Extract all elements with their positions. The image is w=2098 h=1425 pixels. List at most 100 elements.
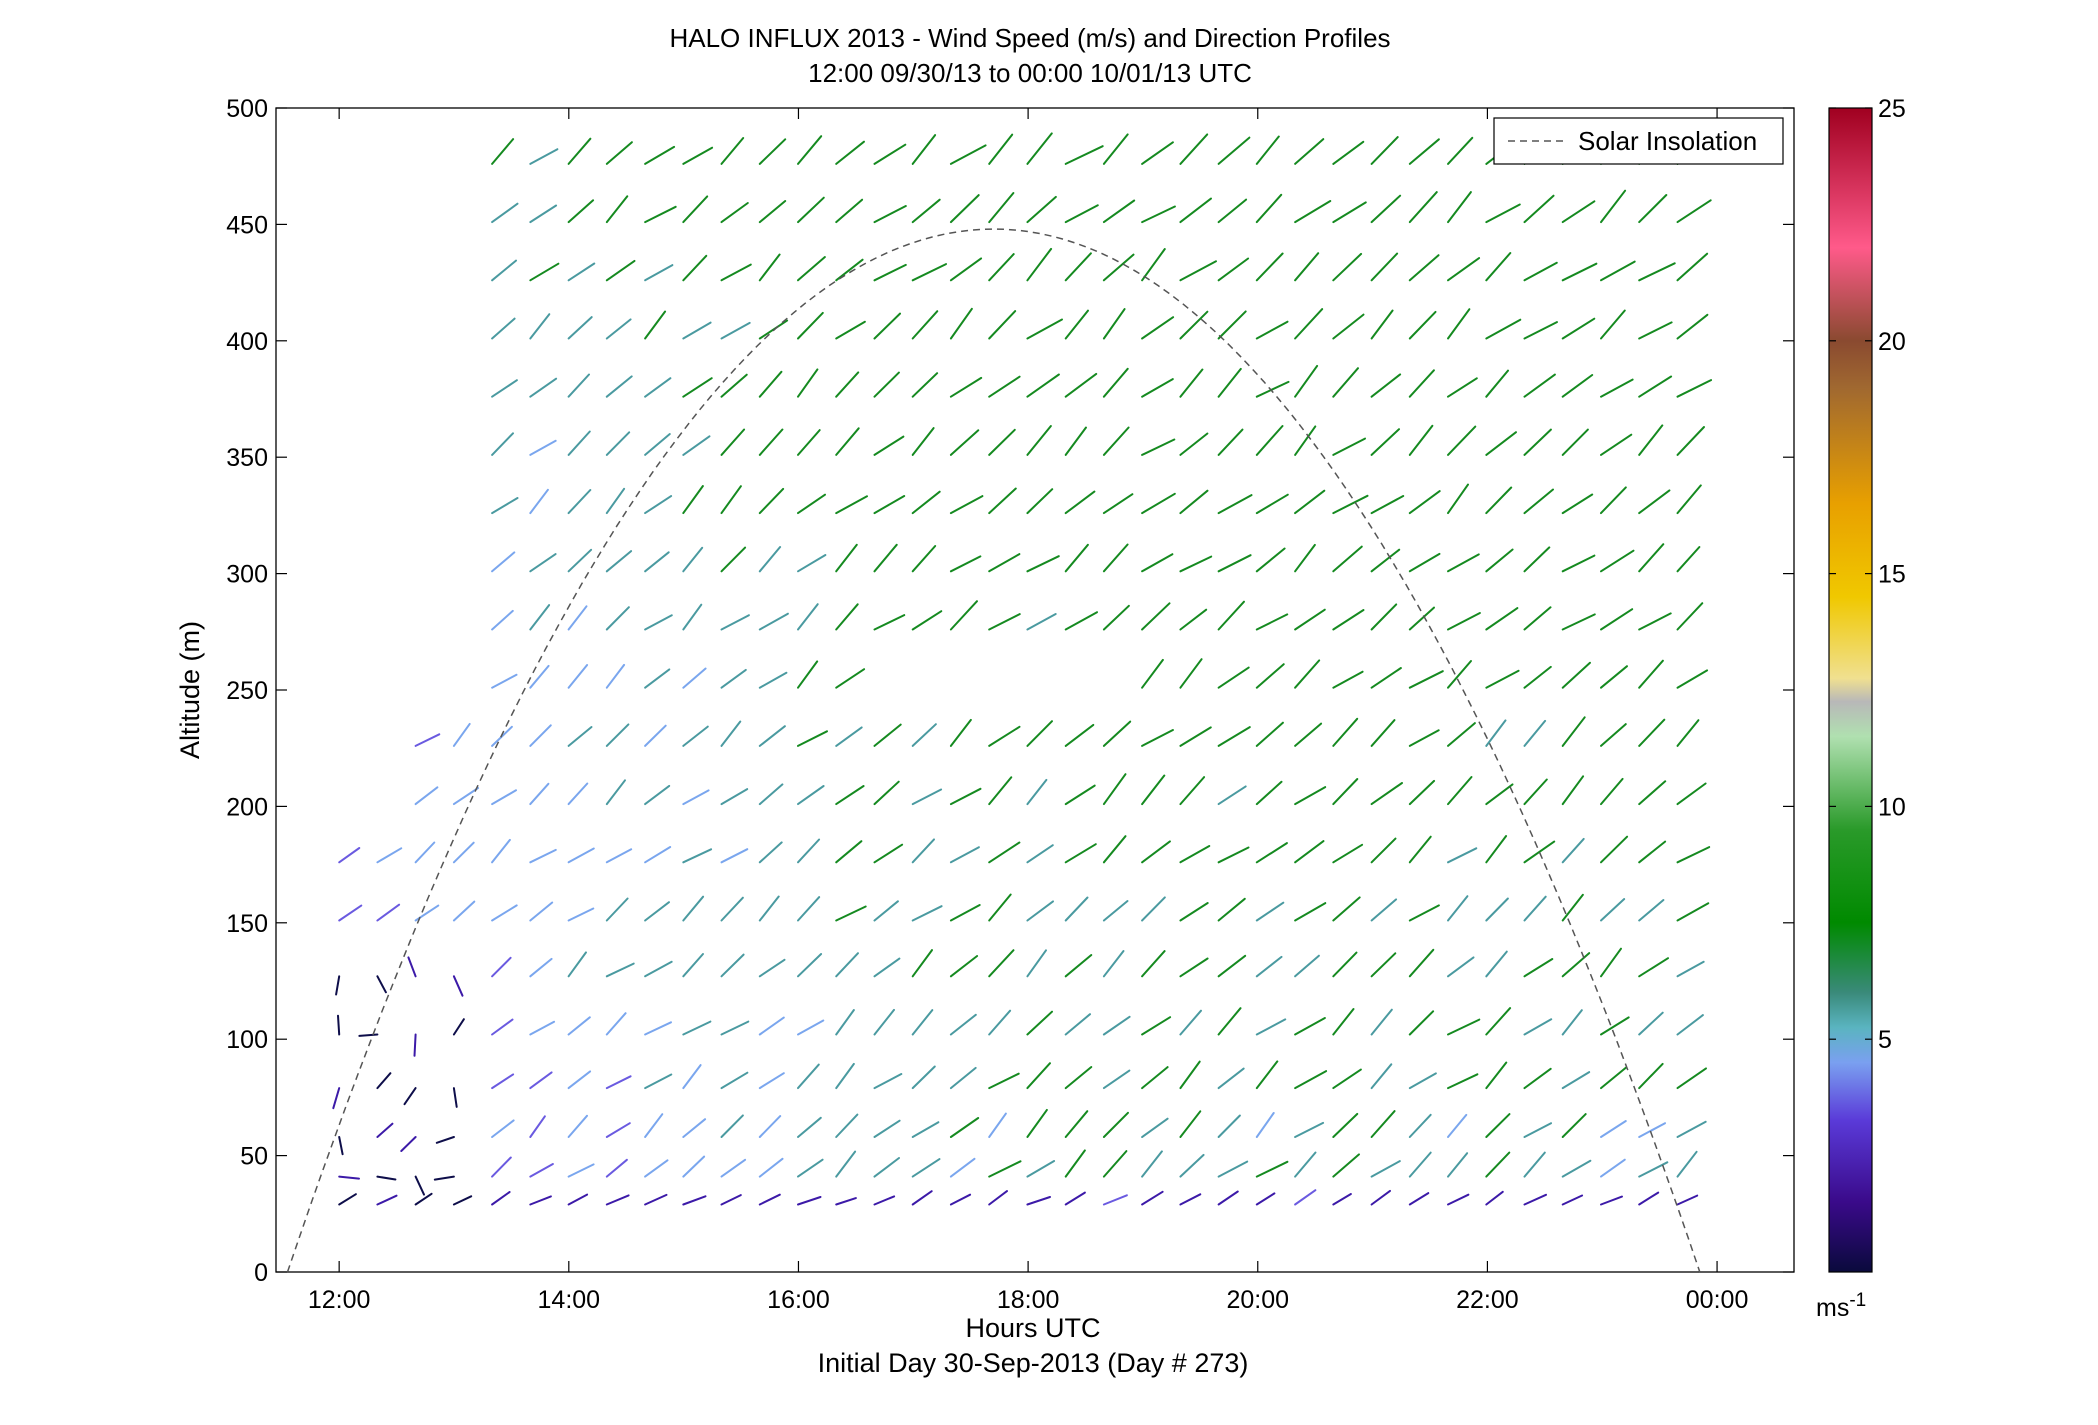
wind-vector — [567, 137, 592, 165]
wind-vector — [720, 202, 749, 224]
wind-vector — [332, 1087, 341, 1110]
colorbar-gradient — [1828, 107, 1873, 1273]
wind-vector — [797, 1019, 825, 1036]
wind-vector — [1638, 262, 1676, 282]
wind-vector — [1523, 488, 1554, 515]
wind-vector — [1638, 1191, 1660, 1206]
wind-vector — [1561, 837, 1585, 864]
wind-vector — [567, 664, 589, 689]
wind-vector — [988, 893, 1012, 922]
wind-vector — [682, 485, 704, 515]
wind-vector — [835, 952, 859, 978]
wind-vector — [1561, 613, 1596, 631]
wind-vector — [338, 1193, 357, 1206]
wind-vector — [988, 1112, 1007, 1138]
wind-vector — [1370, 373, 1402, 398]
wind-vector — [1217, 785, 1247, 806]
wind-vector — [835, 1062, 855, 1090]
wind-vector — [988, 949, 1015, 978]
x-tick-label: 22:00 — [1456, 1286, 1519, 1314]
wind-vector — [1255, 493, 1289, 515]
wind-vector — [797, 953, 823, 978]
wind-vector — [1523, 1193, 1547, 1206]
wind-vector — [491, 317, 516, 340]
wind-vector — [491, 259, 517, 282]
wind-vector — [720, 546, 747, 573]
wind-vector — [1485, 1151, 1511, 1178]
wind-vector — [1676, 199, 1712, 224]
wind-vector — [1255, 1060, 1279, 1090]
y-tick-label: 400 — [226, 328, 268, 356]
wind-vector — [1600, 260, 1636, 282]
x-tick-label: 18:00 — [997, 1286, 1060, 1314]
wind-vector — [491, 725, 513, 747]
wind-vector — [605, 141, 633, 165]
wind-vector — [452, 1018, 465, 1036]
wind-vector — [1332, 1153, 1360, 1178]
wind-vector — [529, 148, 559, 165]
wind-vector — [1141, 553, 1174, 573]
wind-vector — [682, 1195, 707, 1206]
wind-vector — [1255, 135, 1280, 165]
wind-vector — [376, 1194, 398, 1206]
wind-vector — [911, 1065, 936, 1090]
wind-vector — [1638, 899, 1665, 922]
wind-vector — [452, 722, 471, 747]
wind-vector — [1676, 379, 1712, 398]
wind-vector — [1523, 261, 1558, 282]
wind-vector — [435, 1136, 455, 1144]
wind-vector — [797, 256, 826, 282]
wind-vector — [605, 606, 630, 631]
y-tick-label: 300 — [226, 561, 268, 589]
wind-vector — [644, 724, 667, 747]
wind-vector — [1102, 1111, 1129, 1138]
y-tick-label: 200 — [226, 793, 268, 821]
wind-vector — [605, 962, 635, 978]
wind-vector — [529, 377, 558, 398]
wind-vector — [491, 1073, 515, 1090]
wind-vector — [1447, 1113, 1468, 1138]
wind-vector — [682, 1155, 706, 1178]
wind-vector — [911, 1158, 941, 1178]
wind-vector — [1217, 136, 1251, 165]
wind-vector — [644, 1193, 668, 1206]
wind-vector — [720, 788, 749, 806]
wind-vector — [605, 1122, 631, 1138]
wind-vector — [491, 1191, 511, 1206]
wind-vector — [1408, 606, 1435, 631]
wind-vector — [605, 1158, 628, 1178]
wind-vector — [1447, 1152, 1469, 1178]
wind-vector — [1026, 488, 1054, 515]
wind-vector — [1141, 950, 1166, 978]
wind-vector — [1179, 1009, 1202, 1036]
colorbar: 5 10 15 20 25 ms-1 — [1816, 95, 1906, 1322]
wind-vector — [797, 554, 827, 573]
wind-vector — [1600, 947, 1622, 978]
wind-vector — [1026, 425, 1052, 456]
wind-vector — [1561, 554, 1596, 573]
wind-vector — [1447, 425, 1477, 456]
wind-vector — [644, 614, 673, 631]
wind-vector — [1255, 663, 1285, 689]
wind-vector — [1217, 198, 1248, 224]
wind-vector — [1523, 194, 1555, 224]
wind-vector — [758, 1072, 785, 1090]
wind-vector — [1676, 426, 1705, 456]
wind-vector — [644, 960, 673, 978]
wind-vector — [1447, 1193, 1470, 1206]
wind-vector — [1561, 1113, 1587, 1138]
wind-vector — [1408, 948, 1435, 978]
wind-vector — [1523, 1122, 1552, 1138]
wind-vector — [1294, 200, 1332, 224]
wind-vector — [911, 427, 935, 456]
wind-vector — [1485, 486, 1513, 515]
wind-vector — [1332, 494, 1369, 515]
wind-vector — [835, 1009, 855, 1036]
wind-vector — [720, 848, 749, 864]
wind-vector — [605, 431, 631, 456]
x-axis-label: Hours UTC — [965, 1313, 1100, 1343]
wind-vector — [1370, 667, 1402, 689]
wind-vector — [1676, 484, 1702, 515]
wind-vector — [1447, 257, 1481, 282]
wind-vector — [605, 897, 629, 922]
